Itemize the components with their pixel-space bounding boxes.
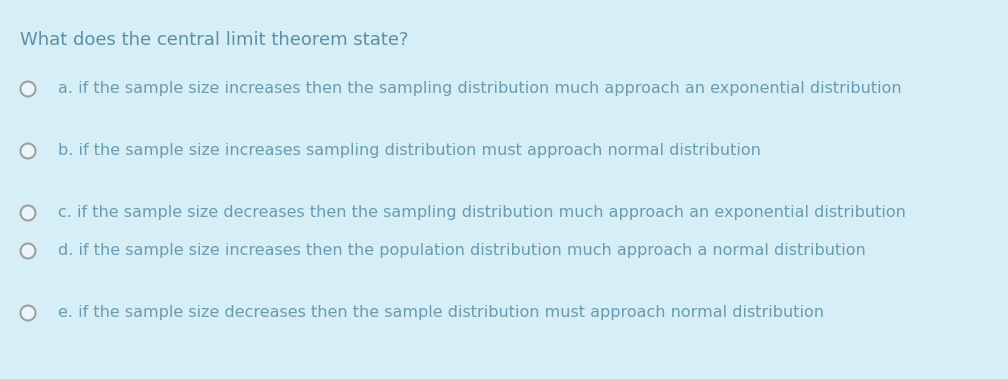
Text: b. if the sample size increases sampling distribution must approach normal distr: b. if the sample size increases sampling… [58,144,761,158]
Circle shape [20,205,35,221]
Circle shape [20,243,35,258]
Text: c. if the sample size decreases then the sampling distribution much approach an : c. if the sample size decreases then the… [58,205,906,221]
Circle shape [20,81,35,97]
Text: a. if the sample size increases then the sampling distribution much approach an : a. if the sample size increases then the… [58,81,901,97]
Text: What does the central limit theorem state?: What does the central limit theorem stat… [20,31,408,49]
Text: d. if the sample size increases then the population distribution much approach a: d. if the sample size increases then the… [58,243,866,258]
Text: e. if the sample size decreases then the sample distribution must approach norma: e. if the sample size decreases then the… [58,305,824,321]
Circle shape [20,144,35,158]
Circle shape [20,305,35,321]
